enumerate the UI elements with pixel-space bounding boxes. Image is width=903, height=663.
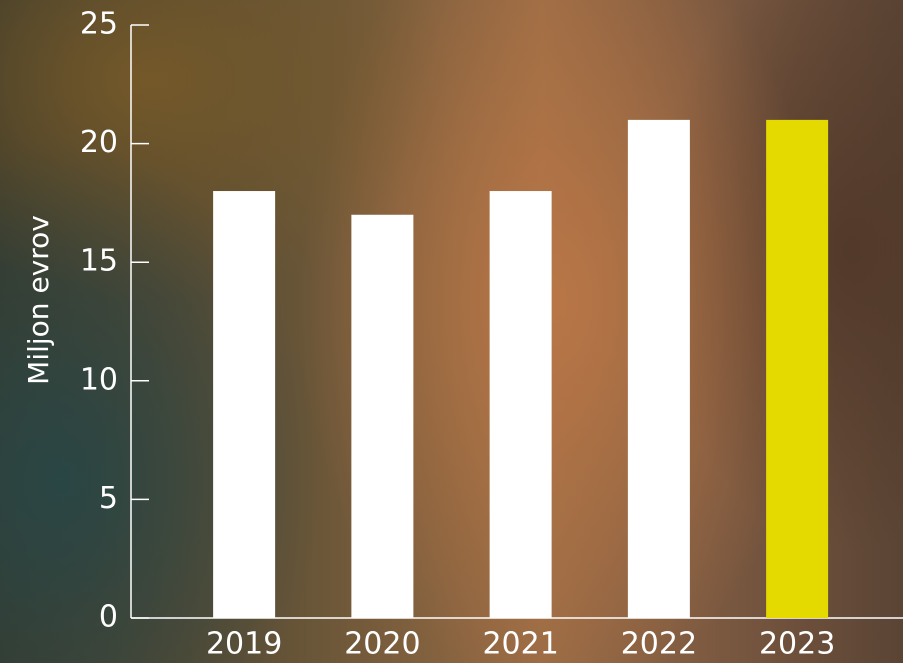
bar xyxy=(213,191,276,619)
y-tick-label: 10 xyxy=(80,362,118,397)
y-tick-label: 5 xyxy=(99,481,118,516)
x-tick-label: 2019 xyxy=(206,627,282,662)
y-tick-label: 15 xyxy=(80,244,118,279)
y-tick-label: 20 xyxy=(80,125,118,160)
y-axis-label: Miljon evrov xyxy=(22,215,55,385)
bar xyxy=(627,119,690,618)
bar xyxy=(351,214,414,618)
x-tick-label: 2023 xyxy=(759,627,835,662)
x-tick-label: 2022 xyxy=(621,627,697,662)
y-tick-label: 25 xyxy=(80,7,118,42)
x-tick-label: 2020 xyxy=(344,627,420,662)
bar xyxy=(489,191,552,619)
bar xyxy=(766,119,829,618)
y-tick-label: 0 xyxy=(99,600,118,635)
x-tick-label: 2021 xyxy=(482,627,558,662)
